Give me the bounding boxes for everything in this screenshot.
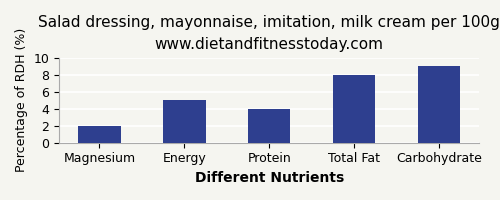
Y-axis label: Percentage of RDH (%): Percentage of RDH (%) [15, 28, 28, 172]
Bar [418, 66, 460, 143]
X-axis label: Different Nutrients: Different Nutrients [194, 171, 344, 185]
Bar [78, 126, 120, 143]
Bar [333, 75, 376, 143]
Title: Salad dressing, mayonnaise, imitation, milk cream per 100g
www.dietandfitnesstod: Salad dressing, mayonnaise, imitation, m… [38, 15, 500, 52]
Bar [248, 109, 290, 143]
Bar [163, 100, 206, 143]
